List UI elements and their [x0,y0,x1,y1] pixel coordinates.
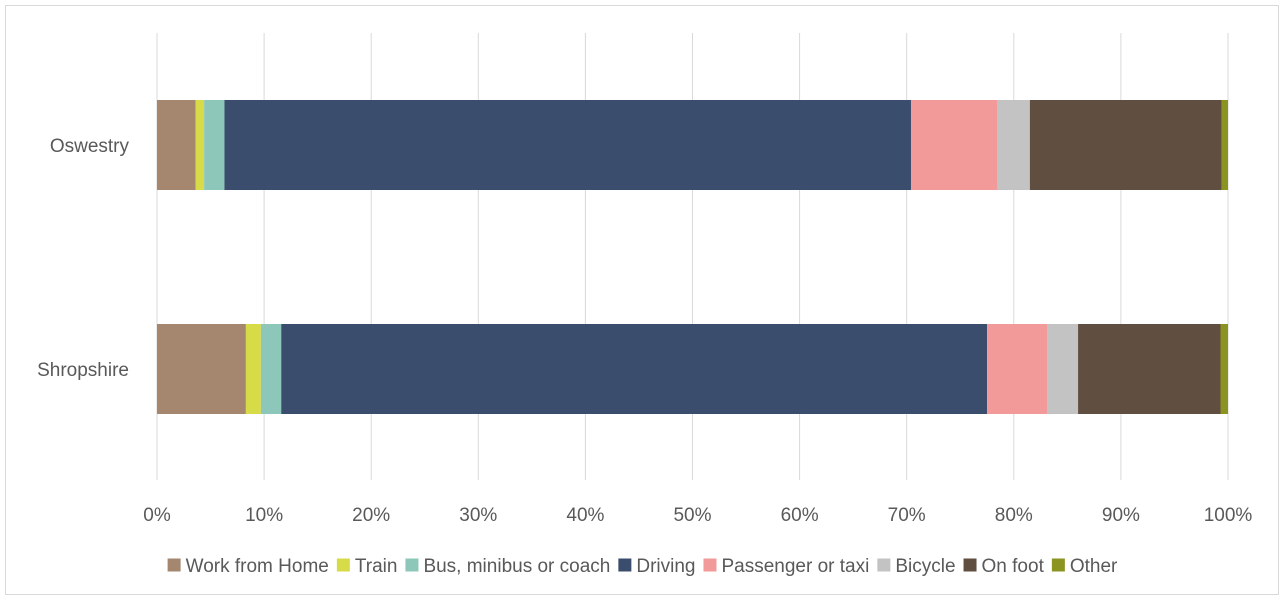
bar-segment [260,324,282,414]
x-tick-label: 80% [995,505,1033,526]
bar-segment [281,324,988,414]
bar-segment [997,100,1030,190]
x-tick-label: 10% [245,505,283,526]
legend-label: Passenger or taxi [721,556,869,577]
bar-segment [987,324,1048,414]
bar-segment [245,324,261,414]
x-tick-label: 70% [888,505,926,526]
x-tick-label: 0% [143,505,171,526]
legend-label: Bicycle [895,556,955,577]
bar-segment [1047,324,1079,414]
bar-segment [224,100,911,190]
legend-swatch [405,558,419,572]
category-label: Shropshire [37,360,129,381]
bar-segment [157,324,246,414]
bar-segment [157,100,196,190]
bar-segment [910,100,998,190]
x-tick-label: 60% [781,505,819,526]
bar-segment [1029,100,1222,190]
bar-segment [1220,324,1228,414]
bar-segment [1221,100,1228,190]
bar-segment [1078,324,1221,414]
bars [157,100,1228,414]
x-tick-label: 100% [1204,505,1253,526]
bar-segment [204,100,225,190]
legend-swatch [336,558,350,572]
legend-swatch [877,558,891,572]
x-tick-label: 40% [566,505,604,526]
legend-swatch [167,558,181,572]
x-tick-label: 30% [459,505,497,526]
x-tick-label: 90% [1102,505,1140,526]
legend-label: Train [355,556,398,577]
legend-swatch [963,558,977,572]
bar-segment [195,100,205,190]
category-label: Oswestry [50,136,130,157]
x-tick-label: 20% [352,505,390,526]
legend-label: Bus, minibus or coach [423,556,610,577]
x-tick-label: 50% [673,505,711,526]
x-tick-labels: 0% 10% 20% 30% 40% 50% 60% 70% 80% 90% 100% [143,505,1252,526]
category-labels: Oswestry Shropshire [37,136,129,381]
legend-label: Work from Home [186,556,329,577]
legend-label: Other [1070,556,1118,577]
legend-swatch [618,558,632,572]
legend-swatch [703,558,717,572]
legend: Work from Home Train Bus, minibus or coach… [167,556,1118,577]
legend-swatch [1051,558,1065,572]
legend-label: On foot [982,556,1045,577]
legend-label: Driving [636,556,695,577]
